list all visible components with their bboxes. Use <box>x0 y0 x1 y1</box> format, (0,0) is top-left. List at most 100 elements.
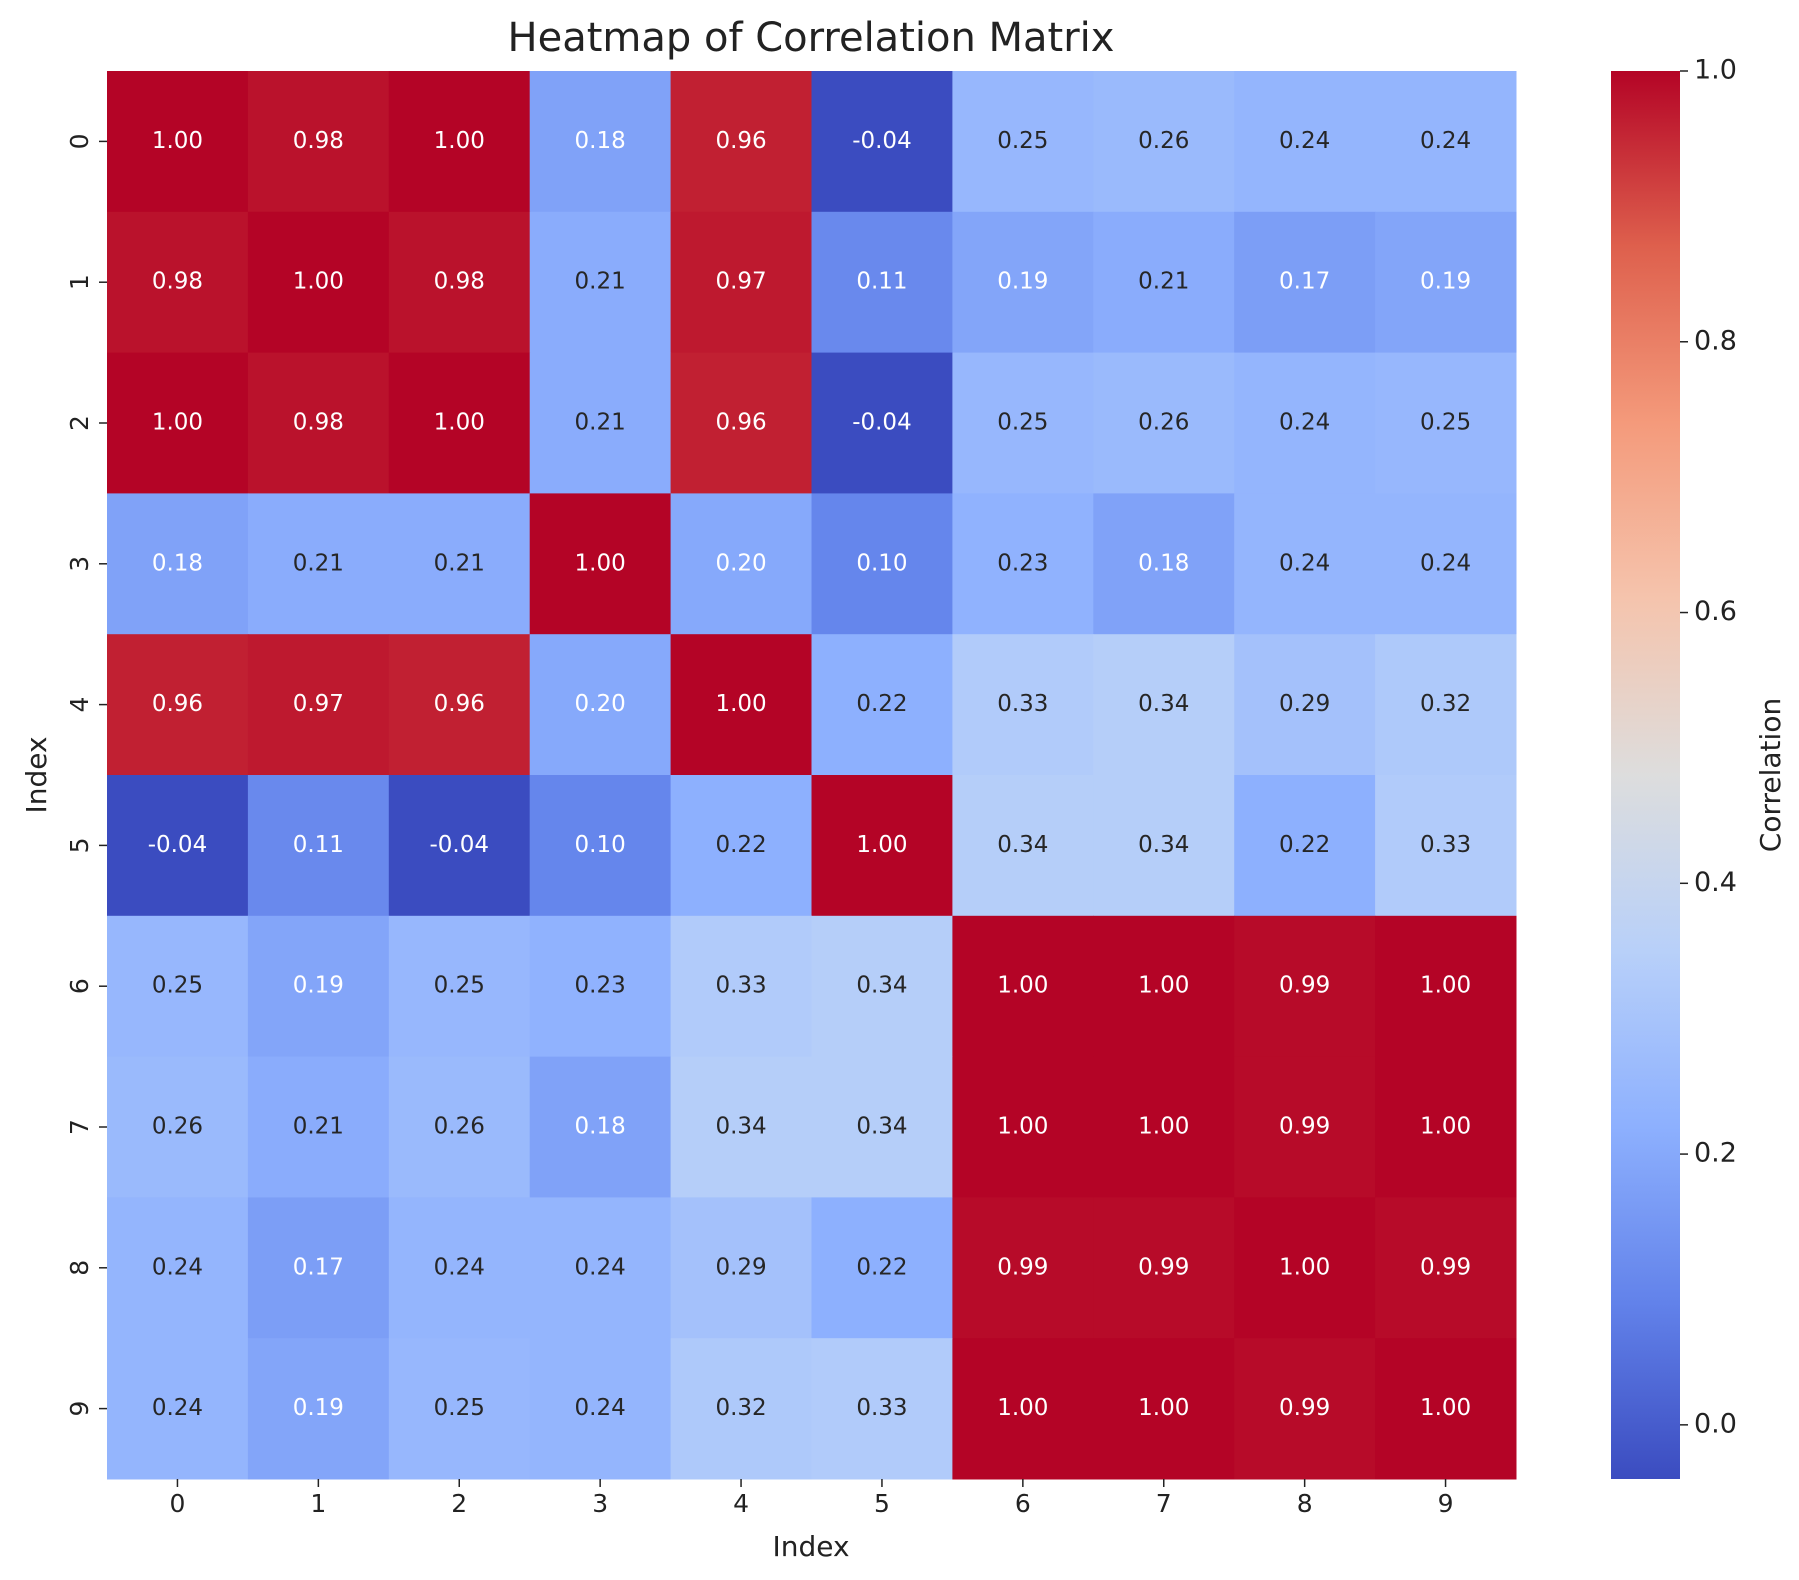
cell-label: 0.21 <box>575 269 626 295</box>
cell-label: 1.00 <box>575 550 626 576</box>
heatmap-cell <box>811 493 953 635</box>
heatmap-cell <box>670 1197 812 1339</box>
cell-label: 0.24 <box>1279 128 1330 154</box>
heatmap-cell <box>529 1338 672 1480</box>
heatmap-cell <box>952 1338 1094 1480</box>
cell-label: 0.24 <box>575 1395 626 1421</box>
heatmap-cell <box>1375 1197 1517 1339</box>
cell-label: 0.34 <box>715 1114 766 1140</box>
cell-label: 0.21 <box>293 1114 344 1140</box>
cell-label: 0.18 <box>575 1114 626 1140</box>
heatmap-cell <box>1093 352 1235 494</box>
cell-label: 1.00 <box>1420 1114 1471 1140</box>
cell-label: 0.22 <box>715 832 766 858</box>
cell-label: 1.00 <box>293 269 344 295</box>
heatmap-cell <box>247 211 390 354</box>
cell-label: 0.26 <box>1138 128 1189 154</box>
heatmap-cell <box>670 211 812 354</box>
cell-label: 1.00 <box>1420 1395 1471 1421</box>
heatmap-cell <box>670 1056 812 1198</box>
heatmap-cell <box>1375 915 1517 1058</box>
x-tick-label: 4 <box>733 1489 749 1518</box>
cell-label: 0.29 <box>1279 691 1330 717</box>
cell-label: 0.33 <box>715 973 766 999</box>
heatmap-cell <box>388 211 531 354</box>
heatmap-cell <box>670 634 812 776</box>
cell-label: -0.04 <box>852 128 912 154</box>
heatmap-cell <box>1234 915 1376 1058</box>
colorbar-tick-label: 0.2 <box>1694 1138 1737 1169</box>
heatmap-cell <box>107 71 249 213</box>
cell-label: 0.33 <box>1420 832 1471 858</box>
heatmap-cell <box>811 915 953 1058</box>
heatmap-cell <box>107 915 249 1058</box>
x-axis-label: Index <box>772 1530 849 1563</box>
heatmap-cell <box>1234 1197 1376 1339</box>
cell-label: 0.34 <box>856 973 907 999</box>
heatmap-cell <box>1375 493 1517 635</box>
heatmap-cell <box>247 1338 390 1480</box>
cell-label: 1.00 <box>434 128 485 154</box>
cell-label: 1.00 <box>856 832 907 858</box>
cell-label: 0.21 <box>293 550 344 576</box>
heatmap-cell <box>1375 634 1517 776</box>
heatmap-cell <box>1093 493 1235 635</box>
heatmap-cell <box>107 1056 249 1198</box>
heatmap-cell <box>811 775 953 917</box>
colorbar-tick-label: 0.4 <box>1694 867 1737 898</box>
y-tick-label: 9 <box>65 1401 94 1417</box>
cell-label: 0.97 <box>715 269 766 295</box>
heatmap-cell <box>1234 775 1376 917</box>
cell-label: 0.17 <box>293 1254 344 1280</box>
heatmap-cell <box>107 493 249 635</box>
y-tick-label: 4 <box>65 697 94 713</box>
heatmap-cell <box>107 1197 249 1339</box>
cell-label: 0.99 <box>1420 1254 1471 1280</box>
cell-label: 1.00 <box>1279 1254 1330 1280</box>
cell-label: 0.96 <box>715 410 766 436</box>
heatmap-cell <box>388 1197 531 1339</box>
colorbar-tick-label: 0.0 <box>1694 1408 1737 1439</box>
cell-label: 0.22 <box>856 1254 907 1280</box>
heatmap-cell <box>1093 915 1235 1058</box>
heatmap-cell <box>1093 634 1235 776</box>
heatmap-cell <box>952 1197 1094 1339</box>
heatmap-cell <box>529 493 672 635</box>
heatmap-cell <box>1093 1056 1235 1198</box>
heatmap-cell <box>107 352 249 494</box>
x-tick-label: 1 <box>310 1489 326 1518</box>
chart-title: Heatmap of Correlation Matrix <box>508 15 1115 61</box>
heatmap-cell <box>388 71 531 213</box>
heatmap-cell <box>1234 634 1376 776</box>
cell-label: 0.98 <box>293 410 344 436</box>
heatmap-cell <box>1093 775 1235 917</box>
heatmap-cell <box>1375 352 1517 494</box>
heatmap-cell <box>1234 1338 1376 1480</box>
cell-label: 0.10 <box>856 550 907 576</box>
heatmap-cell <box>811 1338 953 1480</box>
cell-label: 0.18 <box>152 550 203 576</box>
cell-label: 1.00 <box>997 1114 1048 1140</box>
heatmap-cell <box>1093 211 1235 354</box>
cell-label: 0.26 <box>434 1114 485 1140</box>
heatmap-cell <box>670 71 812 213</box>
heatmap-cell <box>811 634 953 776</box>
cell-label: 0.22 <box>856 691 907 717</box>
cell-label: 0.24 <box>152 1395 203 1421</box>
cell-label: 0.19 <box>293 973 344 999</box>
heatmap-cell <box>952 493 1094 635</box>
heatmap-cell <box>670 352 812 494</box>
heatmap-cell <box>247 775 390 917</box>
y-tick-label: 6 <box>65 978 94 994</box>
heatmap-cell <box>811 211 953 354</box>
heatmap-cell <box>1375 71 1517 213</box>
cell-label: 0.34 <box>856 1114 907 1140</box>
heatmap-cell <box>952 775 1094 917</box>
cell-label: 0.25 <box>434 973 485 999</box>
heatmap-cell <box>670 1338 812 1480</box>
x-tick-label: 7 <box>1156 1489 1172 1518</box>
heatmap-cell <box>952 915 1094 1058</box>
heatmap-cell <box>247 1197 390 1339</box>
heatmap-cell <box>388 775 531 917</box>
cell-label: 0.23 <box>997 550 1048 576</box>
